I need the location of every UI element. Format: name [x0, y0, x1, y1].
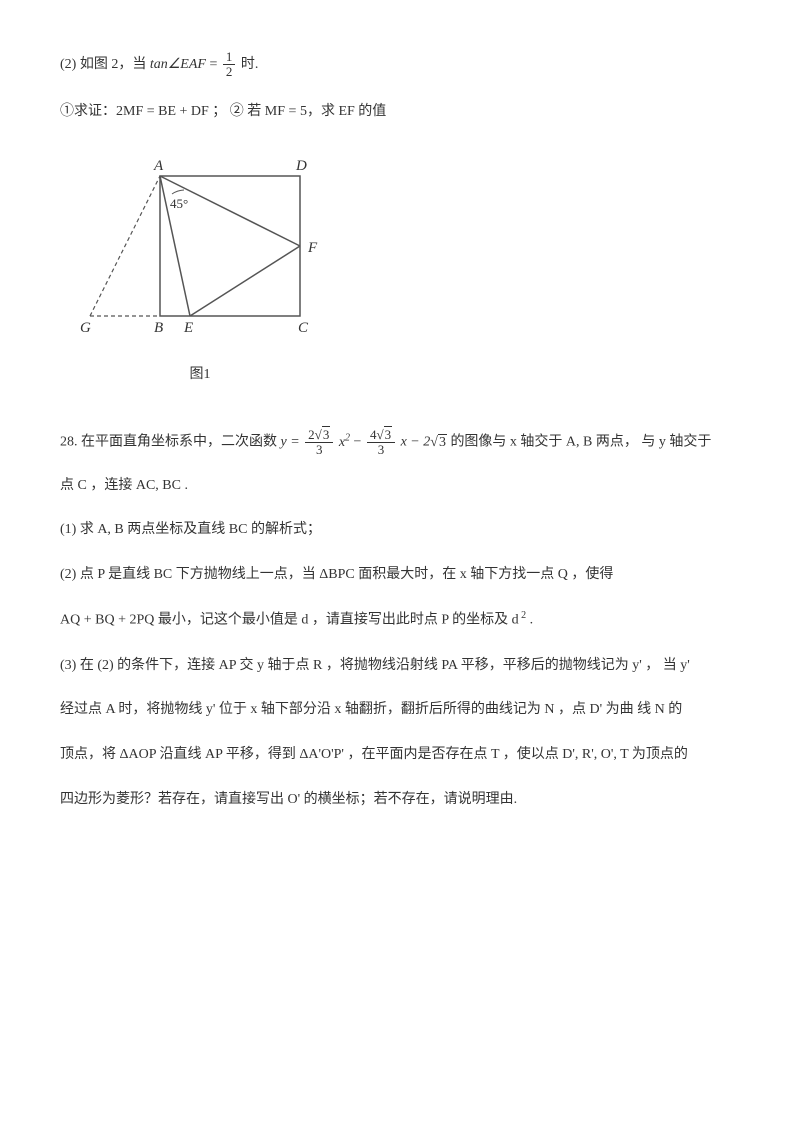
exponent-2: 2 — [519, 610, 527, 621]
rad: 3 — [322, 426, 331, 442]
p28-q1: (1) 求 A, B 两点坐标及直线 BC 的解析式； — [60, 515, 734, 546]
rad: 3 — [384, 426, 393, 442]
label-g: G — [80, 320, 91, 336]
numerator: 43 — [367, 428, 395, 443]
problem-number: 28. — [60, 435, 78, 450]
figure-caption: 图1 — [80, 360, 320, 391]
text: 时. — [241, 57, 259, 72]
frac-half: 1 2 — [223, 50, 236, 80]
coef-2: 43 3 — [367, 428, 395, 458]
denominator: 3 — [305, 443, 333, 457]
sqrt-icon: 3 — [430, 428, 447, 459]
label-b: B — [154, 320, 163, 336]
figure-1: A D F C E B G 45° 图1 — [80, 146, 734, 392]
sqrt-icon: 3 — [315, 428, 331, 442]
line-ef — [190, 246, 300, 316]
text: 在平面直角坐标系中，二次函数 — [81, 435, 281, 450]
label-e: E — [183, 320, 193, 336]
sqrt-icon: 3 — [376, 428, 392, 442]
label-a: A — [153, 158, 164, 174]
text: . — [526, 613, 533, 628]
geometry-diagram: A D F C E B G 45° — [80, 146, 340, 346]
p27-subparts: ①求证：2MF = BE + DF ； ② 若 MF = 5，求 EF 的值 — [60, 97, 734, 128]
text: ①求证：2MF = BE + DF ； ② 若 MF = 5，求 EF 的值 — [60, 104, 386, 119]
text: AQ + BQ + 2PQ 最小，记这个最小值是 d ，请直接写出此时点 P 的… — [60, 613, 519, 628]
x-squared: x2 — [339, 435, 350, 450]
coef-1: 23 3 — [305, 428, 333, 458]
p28-q3-line4: 四边形为菱形？若存在，请直接写出 O' 的横坐标；若不存在，请说明理由. — [60, 785, 734, 816]
p27-part2-intro: (2) 如图 2，当 tan∠EAF = 1 2 时. — [60, 50, 734, 81]
p28-q3-line2: 经过点 A 时，将抛物线 y' 位于 x 轴下部分沿 x 轴翻折，翻折后所得的曲… — [60, 695, 734, 726]
p28-intro-line1: 28. 在平面直角坐标系中，二次函数 y = 23 3 x2 − 43 3 x … — [60, 427, 734, 458]
p28-q2-line2: AQ + BQ + 2PQ 最小，记这个最小值是 d ，请直接写出此时点 P 的… — [60, 605, 734, 636]
text: (2) 如图 2，当 — [60, 57, 150, 72]
line-af — [160, 176, 300, 246]
label-f: F — [307, 240, 318, 256]
label-c: C — [298, 320, 309, 336]
line-ga — [90, 176, 160, 316]
p28-q2-line1: (2) 点 P 是直线 BC 下方抛物线上一点，当 ΔBPC 面积最大时，在 x… — [60, 560, 734, 591]
tan-expr: tan∠EAF — [150, 57, 206, 72]
minus: − — [354, 435, 365, 450]
problem-28: 28. 在平面直角坐标系中，二次函数 y = 23 3 x2 − 43 3 x … — [60, 427, 734, 815]
denominator: 3 — [367, 443, 395, 457]
eq-sign: = — [209, 57, 220, 72]
text: 的图像与 x 轴交于 A, B 两点， 与 y 轴交于 — [450, 435, 711, 450]
denominator: 2 — [223, 65, 236, 79]
p28-q3-line1: (3) 在 (2) 的条件下，连接 AP 交 y 轴于点 R ，将抛物线沿射线 … — [60, 651, 734, 682]
angle-arc — [172, 190, 184, 194]
label-d: D — [295, 158, 307, 174]
p28-q3-line3: 顶点，将 ΔAOP 沿直线 AP 平移，得到 ΔA'O'P' ，在平面内是否存在… — [60, 740, 734, 771]
y-eq: y = — [281, 435, 304, 450]
rad: 3 — [438, 434, 447, 450]
numerator: 23 — [305, 428, 333, 443]
angle-label: 45° — [170, 196, 188, 211]
p28-intro-line2: 点 C ，连接 AC, BC . — [60, 471, 734, 502]
linear-term: x − 2 — [401, 435, 431, 450]
numerator: 1 — [223, 50, 236, 65]
